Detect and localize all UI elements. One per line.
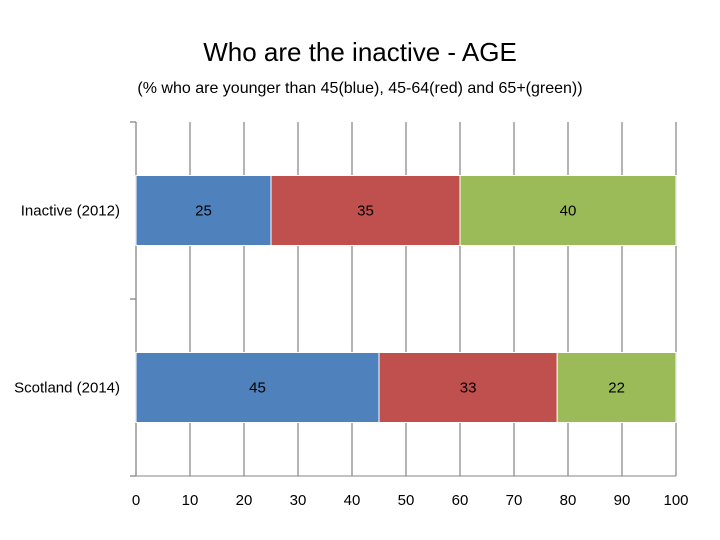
x-tick-label: 40 <box>344 492 361 509</box>
bar-segment-2-1 <box>135 352 380 423</box>
x-tick-label: 30 <box>290 492 307 509</box>
bar-segment-1-3 <box>459 175 677 246</box>
bar-segment-1-2 <box>270 175 461 246</box>
data-label-1-1: 25 <box>195 203 212 220</box>
x-tick-label: 80 <box>560 492 577 509</box>
x-tick-label: 70 <box>506 492 523 509</box>
category-label: Inactive (2012) <box>21 203 120 220</box>
x-tick-label: 0 <box>132 492 140 509</box>
x-tick-label: 60 <box>452 492 469 509</box>
x-tick-label: 50 <box>398 492 415 509</box>
x-tick-label: 90 <box>614 492 631 509</box>
chart-title: Who are the inactive - AGE <box>203 37 517 67</box>
data-label-1-3: 40 <box>560 203 577 220</box>
category-label: Scotland (2014) <box>14 380 120 397</box>
category-labels: Inactive (2012) Scotland (2014) <box>14 203 120 397</box>
data-label-2-3: 22 <box>608 380 625 397</box>
bar-segment-2-3 <box>556 352 677 423</box>
x-tick-label: 20 <box>236 492 253 509</box>
x-axis-tick-labels: 0 10 20 30 40 50 60 70 80 90 100 <box>132 492 689 509</box>
bar-segment-1-1 <box>135 175 272 246</box>
chart-subtitle: (% who are younger than 45(blue), 45-64(… <box>137 80 583 97</box>
bar-segment-2-2 <box>378 352 558 423</box>
x-tick-label: 100 <box>663 492 688 509</box>
data-label-2-1: 45 <box>249 380 266 397</box>
x-tick-label: 10 <box>182 492 199 509</box>
data-label-1-2: 35 <box>357 203 374 220</box>
data-label-2-2: 33 <box>460 380 477 397</box>
bars <box>135 175 677 423</box>
data-labels: 25 35 40 45 33 22 <box>195 203 625 397</box>
